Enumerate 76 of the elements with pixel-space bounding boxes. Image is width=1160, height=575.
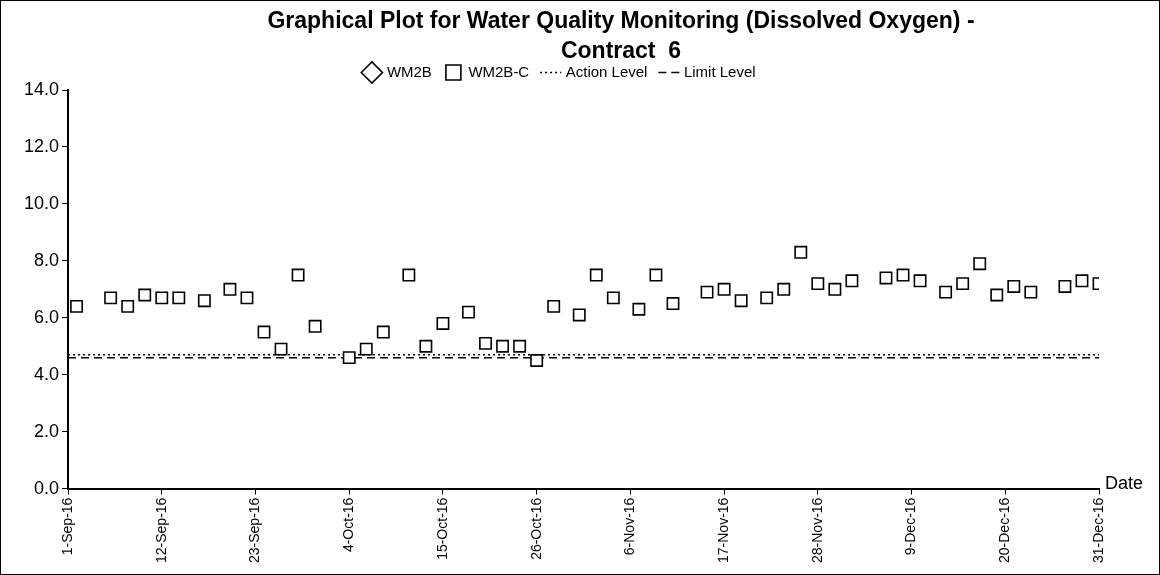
legend-label: WM2B [386, 62, 432, 80]
chart-title: Graphical Plot for Water Quality Monitoring (Dissolved Oxygen) - Contract 6 [267, 7, 975, 63]
legend-label: Action Level [565, 62, 648, 80]
legend-label: Limit Level [683, 62, 756, 80]
y-tick-label: 6.0 [34, 306, 60, 327]
y-tick-label: 2.0 [34, 420, 60, 441]
point [138, 288, 152, 302]
x-tick-label: 28-Nov-16 [808, 497, 825, 563]
x-tick-label: 12-Sep-16 [152, 497, 169, 564]
x-tick-label: 26-Oct-16 [527, 497, 544, 560]
point [223, 282, 237, 296]
point [811, 277, 825, 291]
point [291, 268, 305, 282]
point [121, 299, 135, 313]
point [1058, 280, 1072, 293]
x-tick-label: 20-Dec-16 [996, 497, 1013, 563]
point [308, 319, 322, 333]
point [419, 339, 433, 353]
x-tick-label: 6-Nov-16 [621, 497, 638, 556]
point [462, 305, 475, 319]
x-tick-label: 15-Oct-16 [433, 497, 450, 560]
point [1075, 274, 1089, 288]
point [913, 274, 927, 288]
point [172, 291, 186, 305]
x-axis-title: Date [1105, 472, 1144, 493]
point [777, 282, 791, 296]
x-tick-label: 17-Nov-16 [714, 497, 731, 563]
point [402, 268, 416, 282]
point [760, 291, 774, 305]
point [896, 268, 910, 282]
point [649, 268, 663, 282]
point [274, 342, 288, 356]
point [496, 339, 510, 353]
x-tick-label: 23-Sep-16 [246, 497, 263, 564]
point [990, 288, 1004, 302]
point [589, 268, 603, 282]
point [956, 277, 970, 291]
point [1024, 285, 1038, 299]
legend-label: WM2B-C [468, 62, 530, 80]
point [794, 245, 808, 259]
point [632, 302, 646, 316]
point [973, 257, 987, 271]
point [939, 285, 953, 299]
point [547, 299, 561, 313]
point [734, 294, 748, 308]
x-tick-label: 1-Sep-16 [58, 497, 75, 556]
point [572, 308, 586, 322]
point [606, 291, 620, 305]
point [479, 336, 492, 350]
point [240, 291, 254, 305]
x-tick-label: 4-Oct-16 [340, 497, 357, 553]
y-tick-label: 0.0 [34, 477, 60, 498]
point [342, 351, 356, 365]
point [436, 317, 450, 330]
y-tick-label: 10.0 [23, 192, 60, 213]
point [155, 291, 169, 305]
point [845, 274, 859, 288]
y-tick-label: 4.0 [34, 363, 60, 384]
point [104, 291, 118, 305]
point [359, 342, 373, 356]
point [376, 325, 390, 339]
point [197, 294, 211, 308]
point [879, 271, 893, 285]
point [530, 354, 544, 367]
point [700, 285, 714, 299]
y-tick-label: 14.0 [23, 78, 60, 99]
point [1007, 280, 1021, 293]
point [828, 282, 842, 296]
point [717, 282, 731, 296]
point [666, 297, 680, 310]
x-tick-label: 9-Dec-16 [902, 497, 919, 556]
point [70, 299, 84, 313]
x-tick-label: 31-Dec-16 [1089, 497, 1106, 563]
y-tick-label: 12.0 [23, 135, 60, 156]
y-tick-label: 8.0 [34, 249, 60, 270]
point [513, 339, 527, 353]
